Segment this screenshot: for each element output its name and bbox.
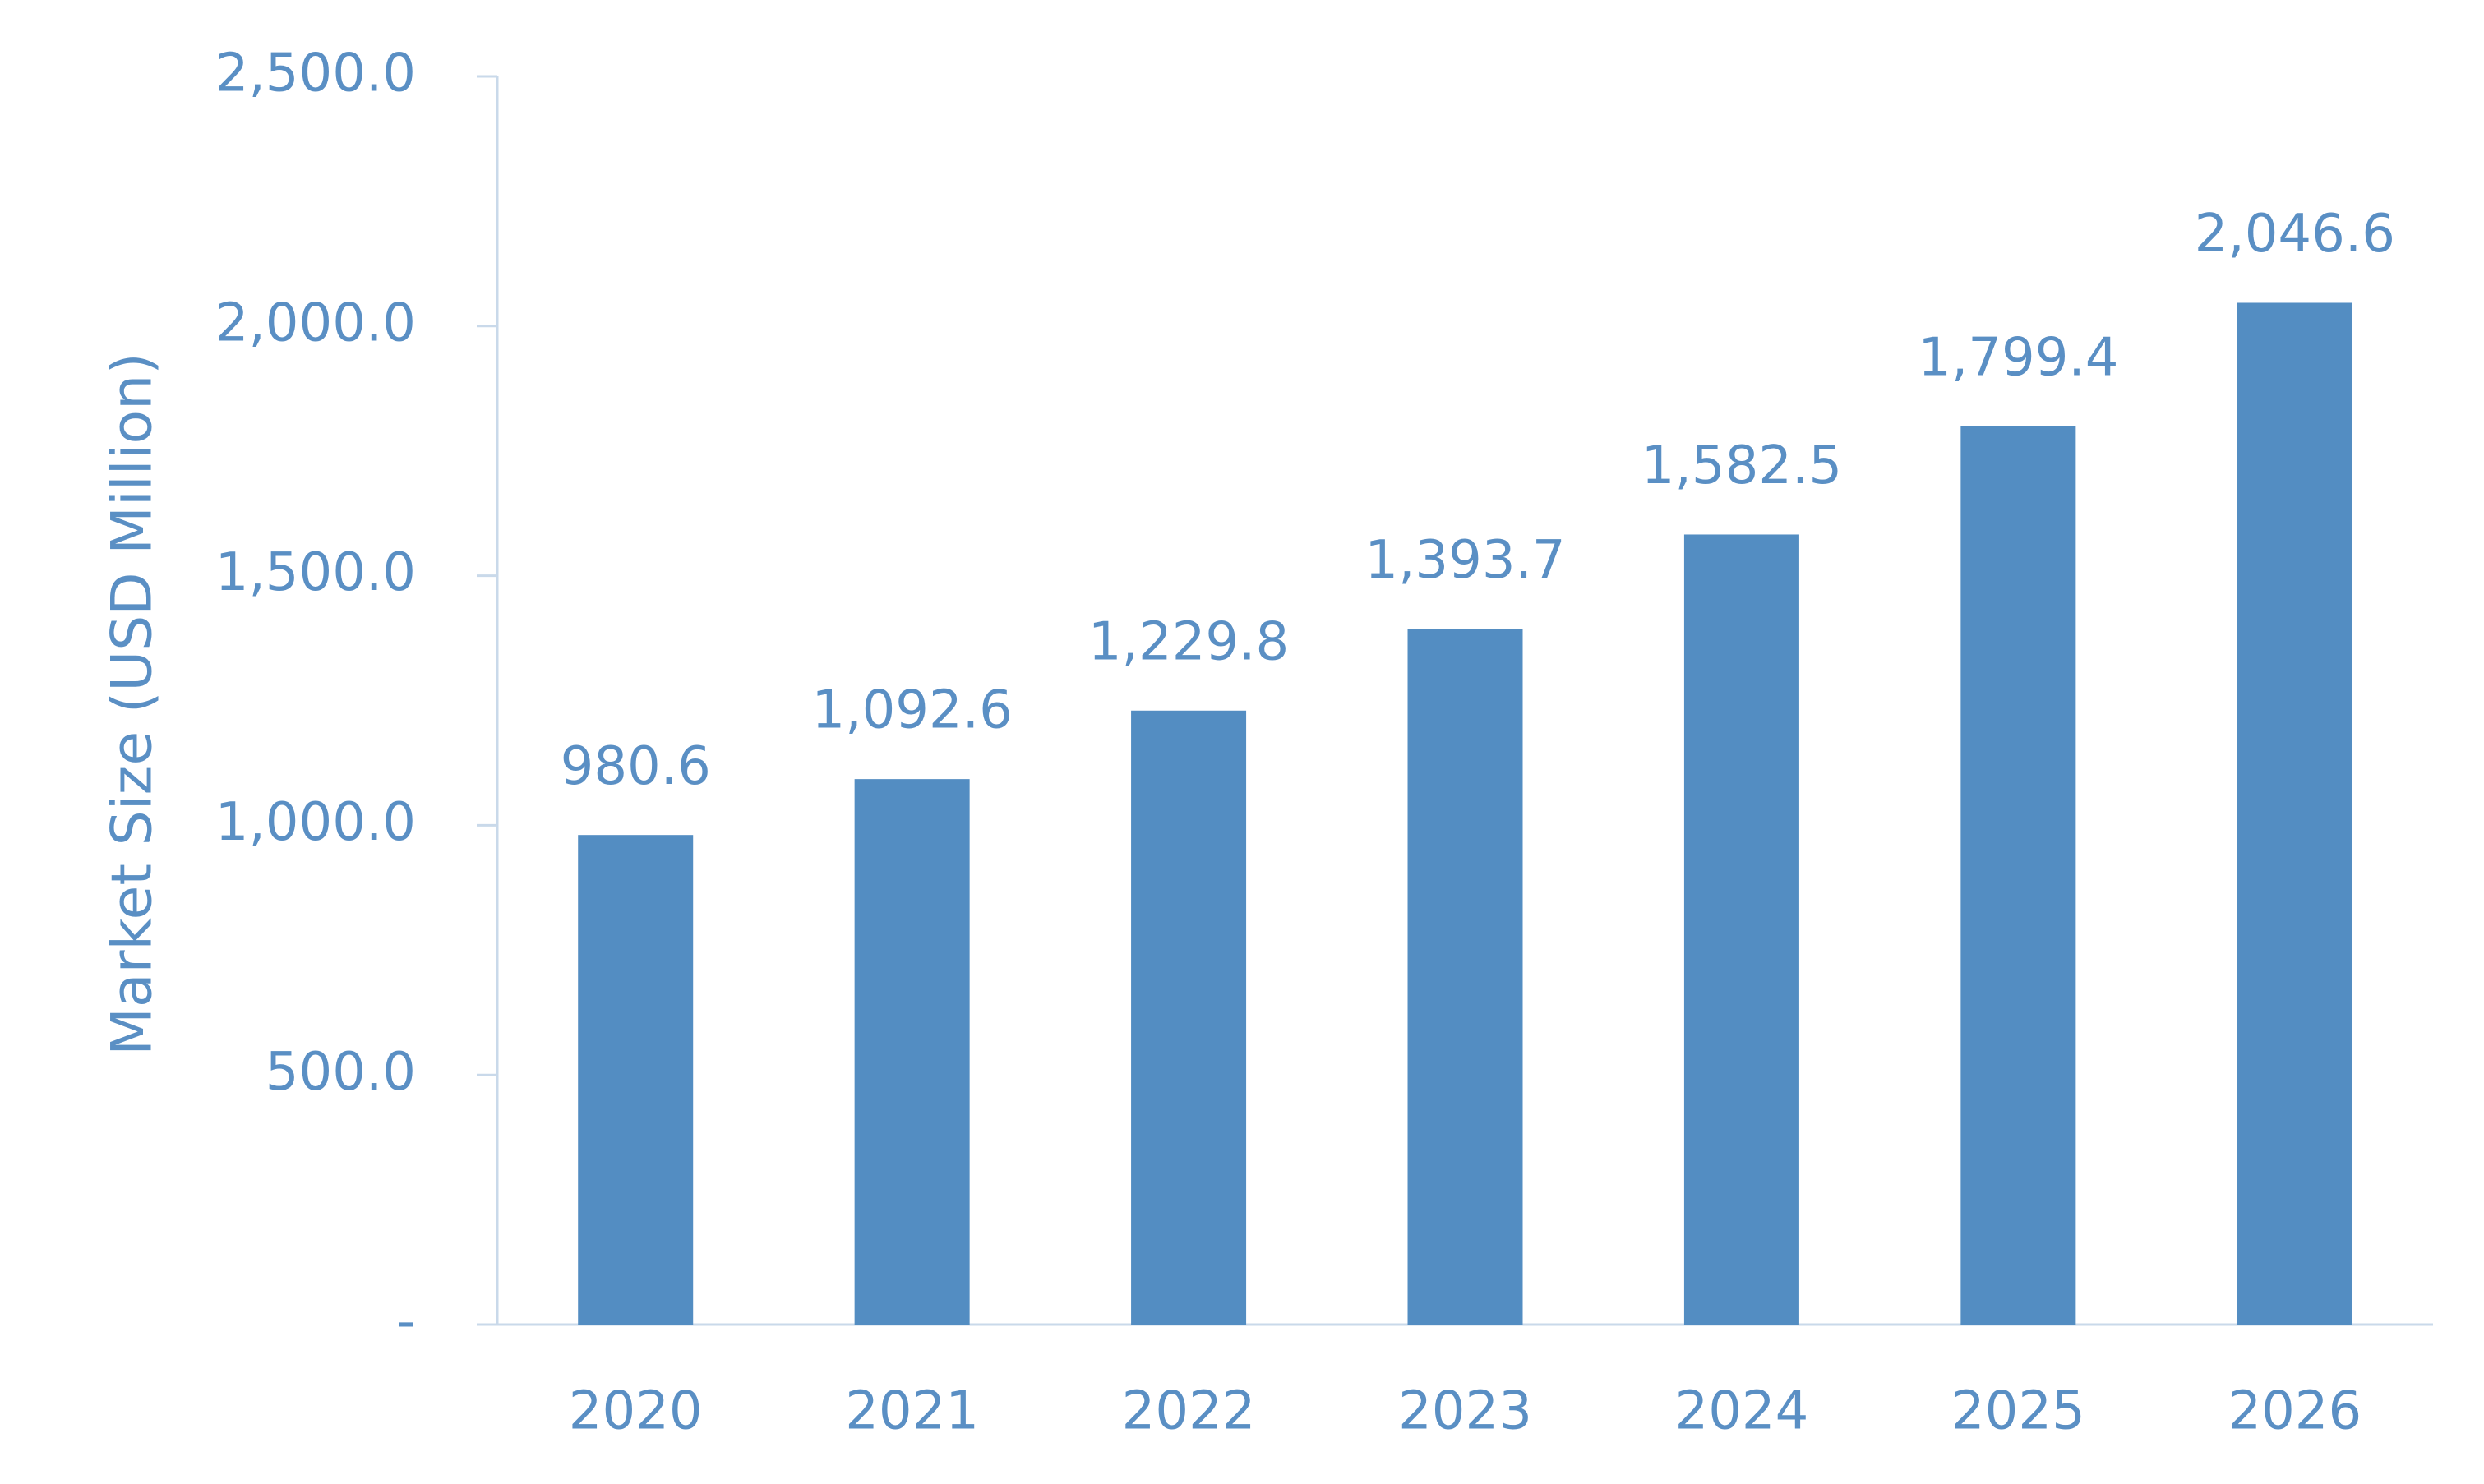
value-label: 1,092.6 <box>812 680 1013 741</box>
value-label: 980.6 <box>561 736 711 797</box>
bar <box>578 835 694 1325</box>
bar <box>1407 629 1523 1325</box>
y-tick-label: 1,000.0 <box>215 792 416 853</box>
value-label: 1,393.7 <box>1364 530 1565 591</box>
y-axis-title: Market Size (USD Million) <box>100 353 165 1055</box>
y-tick-label: 2,500.0 <box>215 44 416 104</box>
bar <box>2237 302 2352 1325</box>
x-tick-label: 2022 <box>1122 1381 1256 1442</box>
y-tick-label: 1,500.0 <box>215 542 416 603</box>
value-label: 1,799.4 <box>1918 327 2118 388</box>
x-tick-label: 2025 <box>1951 1381 2085 1442</box>
bar <box>1683 534 1799 1325</box>
x-tick-label: 2021 <box>845 1381 979 1442</box>
value-label: 1,582.5 <box>1641 436 1842 496</box>
value-label: 2,046.6 <box>2195 204 2395 265</box>
x-tick-label: 2023 <box>1398 1381 1532 1442</box>
bar <box>1960 426 2076 1325</box>
x-tick-label: 2024 <box>1674 1381 1808 1442</box>
x-tick-label: 2020 <box>569 1381 703 1442</box>
x-tick-label: 2026 <box>2228 1381 2362 1442</box>
value-label: 1,229.8 <box>1088 611 1289 672</box>
y-tick-label: - <box>397 1292 416 1353</box>
bar <box>1131 710 1247 1325</box>
y-tick-label: 2,000.0 <box>215 293 416 353</box>
bar <box>854 779 970 1325</box>
y-tick-label: 500.0 <box>265 1042 416 1103</box>
